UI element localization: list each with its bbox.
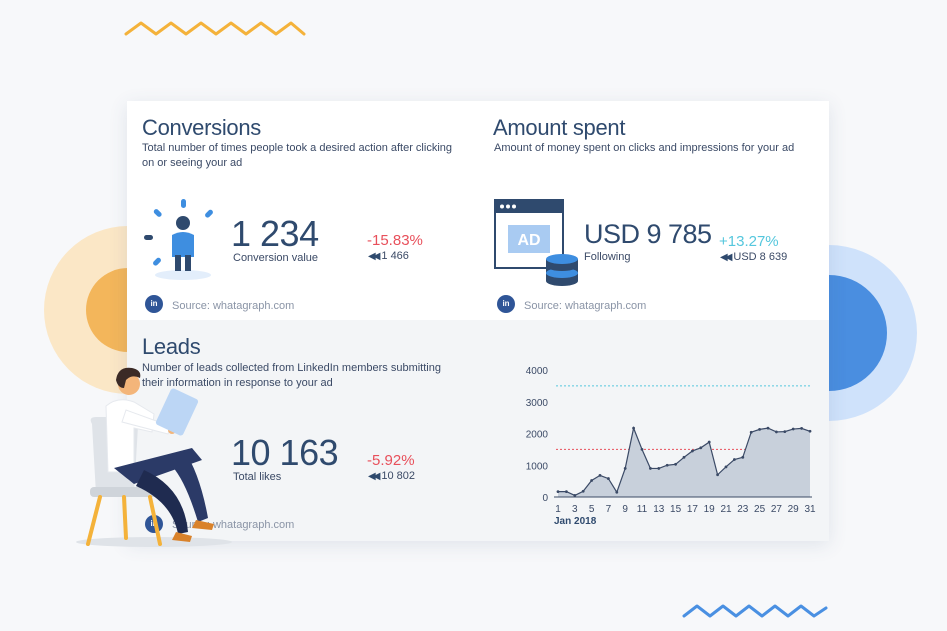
- data-point: [665, 463, 669, 467]
- data-point: [581, 489, 585, 493]
- ad-browser-icon: AD: [494, 199, 578, 286]
- data-point: [623, 467, 627, 470]
- y-tick-label: 3000: [526, 398, 549, 409]
- series-area: [558, 428, 810, 497]
- y-tick-label: 4000: [526, 366, 549, 377]
- x-tick-label: 5: [589, 504, 595, 515]
- data-point: [749, 430, 753, 434]
- data-point: [691, 449, 694, 453]
- data-point: [741, 455, 745, 459]
- x-tick-label: 29: [788, 504, 800, 515]
- x-tick-label: 27: [771, 504, 783, 515]
- data-point: [775, 430, 778, 434]
- conversions-description: Total number of times people took a desi…: [142, 141, 452, 171]
- x-tick-label: 1: [555, 504, 561, 515]
- data-point: [598, 474, 602, 477]
- y-tick-label: 2000: [526, 430, 549, 441]
- data-point: [716, 473, 719, 477]
- data-point: [699, 446, 703, 450]
- x-tick-label: 9: [622, 504, 628, 515]
- data-point: [674, 462, 677, 466]
- data-point: [565, 490, 568, 494]
- x-tick-label: 3: [572, 504, 578, 515]
- amount-spent-source: Source: whatagraph.com: [524, 300, 647, 312]
- previous-arrow-icon: ◀◀: [368, 471, 381, 482]
- dashboard-card: Conversions Total number of times people…: [127, 101, 829, 541]
- leads-description: Number of leads collected from LinkedIn …: [142, 361, 442, 391]
- leads-previous: ◀◀ 10 802: [368, 470, 416, 482]
- person-attention-icon: [144, 199, 213, 280]
- data-point: [649, 467, 652, 470]
- x-tick-label: 15: [670, 504, 682, 515]
- data-point: [707, 440, 711, 444]
- x-period-label: Jan 2018: [554, 516, 597, 527]
- data-point: [800, 427, 803, 430]
- x-tick-label: 11: [637, 504, 648, 515]
- conversions-change: -15.83%: [367, 232, 423, 249]
- conversions-value: 1 234: [231, 213, 319, 254]
- data-point: [808, 429, 812, 433]
- data-point: [607, 477, 610, 480]
- amount-spent-previous: ◀◀ USD 8 639: [720, 251, 788, 263]
- x-tick-label: 17: [687, 504, 699, 515]
- zigzag-decoration-orange: [124, 21, 306, 36]
- amount-spent-title: Amount spent: [493, 115, 626, 140]
- x-tick-label: 7: [606, 504, 612, 515]
- x-tick-label: 25: [754, 504, 766, 515]
- data-point: [590, 479, 593, 482]
- data-point: [724, 465, 728, 469]
- amount-spent-value: USD 9 785: [584, 219, 712, 249]
- conversions-description-line1: Total number of times people took a desi…: [142, 142, 452, 154]
- data-point: [682, 455, 686, 459]
- linkedin-icon: in: [497, 295, 515, 313]
- x-tick-label: 31: [804, 504, 816, 515]
- person-illustration: [76, 367, 232, 547]
- data-point: [758, 427, 761, 431]
- x-tick-label: 21: [720, 504, 732, 515]
- conversions-title: Conversions: [142, 115, 261, 140]
- amount-spent-description: Amount of money spent on clicks and impr…: [494, 142, 795, 154]
- ad-text: AD: [517, 232, 540, 249]
- leads-value: 10 163: [231, 432, 339, 473]
- data-point: [573, 494, 577, 497]
- y-tick-label: 1000: [526, 461, 549, 472]
- linkedin-icon: in: [145, 295, 163, 313]
- x-tick-label: 19: [704, 504, 716, 515]
- y-tick-label: 0: [542, 493, 548, 504]
- data-point: [783, 430, 787, 433]
- leads-change: -5.92%: [367, 452, 415, 469]
- data-point: [766, 426, 770, 430]
- x-tick-label: 23: [737, 504, 749, 515]
- data-point: [657, 467, 661, 470]
- zigzag-decoration-blue: [682, 604, 828, 618]
- data-point: [615, 490, 619, 494]
- data-point: [733, 458, 736, 461]
- leads-section-background: [127, 320, 829, 541]
- previous-arrow-icon: ◀◀: [720, 252, 733, 263]
- leads-description-line1: Number of leads collected from LinkedIn …: [142, 362, 441, 374]
- data-point: [640, 447, 644, 451]
- conversions-source: Source: whatagraph.com: [172, 300, 295, 312]
- leads-title: Leads: [142, 334, 201, 359]
- blue-circle-decoration: [829, 245, 917, 421]
- x-tick-label: 13: [653, 504, 665, 515]
- conversions-previous: ◀◀ 1 466: [368, 250, 409, 262]
- previous-arrow-icon: ◀◀: [368, 251, 381, 262]
- data-point: [632, 426, 635, 430]
- amount-spent-value-label: Following: [584, 251, 631, 263]
- amount-spent-change: +13.27%: [719, 233, 779, 250]
- data-point: [791, 427, 795, 431]
- conversions-description-line2: on or seeing your ad: [142, 157, 243, 169]
- leads-description-line2: their information in response to your ad: [142, 377, 333, 389]
- leads-value-label: Total likes: [233, 471, 282, 483]
- conversions-value-label: Conversion value: [233, 252, 318, 264]
- data-point: [556, 490, 560, 494]
